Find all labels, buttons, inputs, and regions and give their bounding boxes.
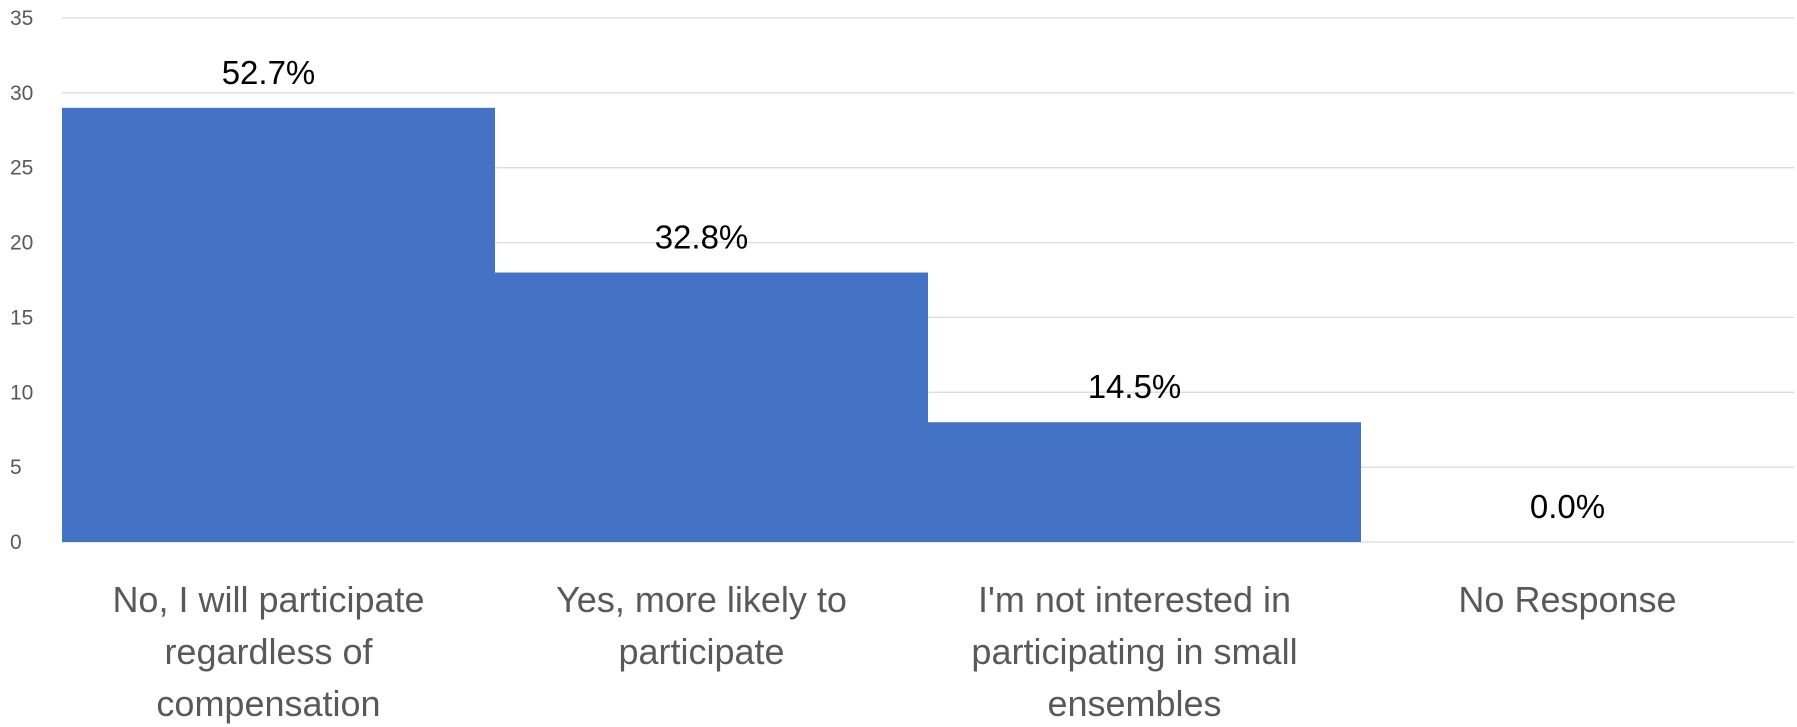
y-tick-label: 5 — [10, 456, 22, 479]
x-axis-category-labels: No, I will participate regardless of compe… — [112, 579, 1676, 724]
y-tick-label: 25 — [10, 157, 33, 180]
bar — [928, 422, 1361, 542]
category-label: I'm not interested in participating in sm… — [971, 579, 1297, 724]
y-tick-label: 35 — [10, 7, 33, 30]
category-label: Yes, more likely to participate — [556, 579, 847, 672]
y-axis-tick-labels: 0 5 10 15 20 25 30 35 — [10, 7, 33, 554]
y-tick-label: 20 — [10, 232, 33, 255]
data-label: 52.7% — [222, 54, 316, 91]
category-label: No, I will participate regardless of compe… — [112, 579, 424, 724]
bars — [62, 107, 1361, 542]
data-label: 0.0% — [1530, 488, 1605, 525]
data-labels: 52.7% 32.8% 14.5% 0.0% — [222, 54, 1605, 525]
bar — [62, 107, 495, 542]
y-tick-label: 10 — [10, 381, 33, 404]
category-label: No Response — [1458, 579, 1676, 620]
bar — [495, 272, 928, 542]
y-tick-label: 30 — [10, 82, 33, 105]
y-tick-label: 0 — [10, 531, 22, 554]
data-label: 14.5% — [1088, 368, 1182, 405]
y-tick-label: 15 — [10, 306, 33, 329]
data-label: 32.8% — [655, 219, 749, 256]
